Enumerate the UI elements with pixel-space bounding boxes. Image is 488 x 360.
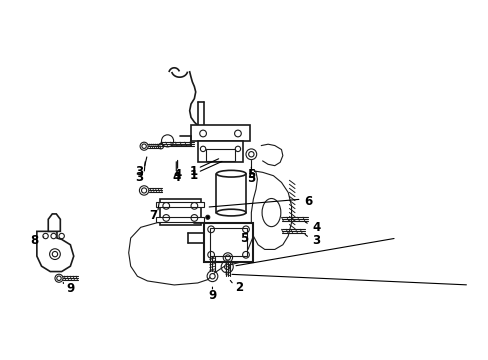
Text: 5: 5 xyxy=(247,172,255,185)
Text: 9: 9 xyxy=(66,283,74,296)
Bar xyxy=(156,217,204,222)
Bar xyxy=(156,202,204,207)
Circle shape xyxy=(248,152,253,157)
Circle shape xyxy=(224,264,229,270)
Bar xyxy=(197,141,243,162)
Bar xyxy=(209,228,247,256)
Circle shape xyxy=(209,274,215,279)
Bar xyxy=(159,199,201,225)
Ellipse shape xyxy=(262,198,280,227)
Text: 1: 1 xyxy=(189,168,197,181)
Polygon shape xyxy=(48,214,60,231)
Text: 8: 8 xyxy=(31,234,39,247)
Ellipse shape xyxy=(216,209,245,216)
Text: 6: 6 xyxy=(304,195,312,208)
Text: 2: 2 xyxy=(235,281,243,294)
Bar xyxy=(204,222,252,261)
Circle shape xyxy=(161,135,173,147)
Text: 5: 5 xyxy=(247,168,255,181)
Text: 3: 3 xyxy=(312,234,320,247)
Circle shape xyxy=(205,215,209,219)
Text: 3: 3 xyxy=(135,171,143,184)
Text: 1: 1 xyxy=(189,165,197,177)
Text: 4: 4 xyxy=(312,221,320,234)
Text: 3: 3 xyxy=(135,165,143,177)
Bar xyxy=(205,149,235,161)
Text: 4: 4 xyxy=(172,171,180,184)
Text: 9: 9 xyxy=(208,289,216,302)
Text: 5: 5 xyxy=(240,231,248,244)
Polygon shape xyxy=(191,125,249,141)
Text: 4: 4 xyxy=(173,168,182,181)
Polygon shape xyxy=(37,231,74,271)
Text: 7: 7 xyxy=(148,210,157,222)
Ellipse shape xyxy=(216,170,245,177)
